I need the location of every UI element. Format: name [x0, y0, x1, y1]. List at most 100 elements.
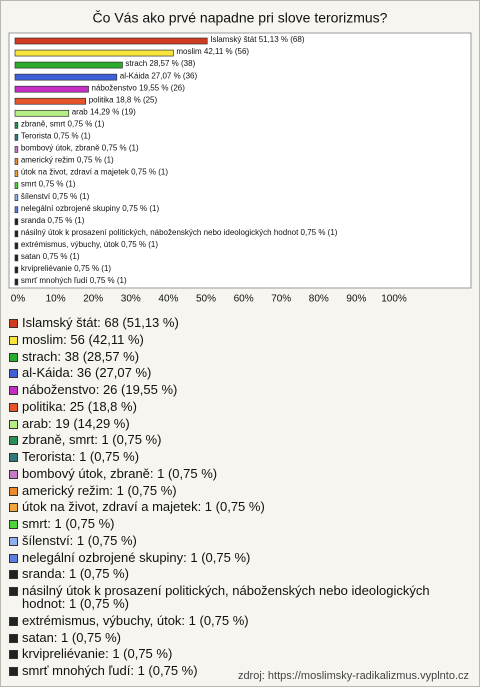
- x-tick-label: 60%: [234, 294, 254, 305]
- legend-swatch: [9, 520, 18, 529]
- bar-label: zbraně, smrt 0,75 % (1): [21, 119, 105, 128]
- bar-label: politika 18,8 % (25): [89, 95, 158, 104]
- legend-swatch: [9, 469, 18, 479]
- legend-label: satan: 1 (0,75 %): [22, 629, 121, 645]
- legend-swatch: [9, 633, 18, 643]
- x-tick-label: 30%: [121, 294, 141, 305]
- bar: [14, 121, 19, 129]
- legend-item: útok na život, zdraví a majetek: 1 (0,75…: [9, 500, 469, 517]
- bar-label: satan 0,75 % (1): [21, 252, 80, 261]
- legend-label: moslim: 56 (42,11 %): [22, 331, 144, 347]
- legend-item: náboženstvo: 26 (19,55 %): [9, 383, 469, 400]
- bar: [14, 182, 19, 189]
- bar-label: Terorista 0,75 % (1): [21, 132, 91, 141]
- bar: [14, 230, 19, 238]
- bar: [14, 218, 19, 226]
- legend-label: Islamský štát: 68 (51,13 %): [22, 315, 179, 330]
- legend-item: zbraně, smrt: 1 (0,75 %): [9, 433, 469, 450]
- legend-item: moslim: 56 (42,11 %): [9, 333, 469, 350]
- legend-swatch: [9, 419, 18, 429]
- bar-label: nelegální ozbrojené skupiny 0,75 % (1): [21, 204, 160, 213]
- bar: [14, 254, 19, 262]
- legend-item: smrť mnohých ľudí: 1 (0,75 %): [9, 664, 469, 681]
- x-tick-label: 90%: [346, 294, 366, 305]
- bar: [14, 85, 89, 93]
- legend-swatch: [9, 319, 18, 328]
- bar-label: strach 28,57 % (38): [125, 59, 195, 68]
- legend-label: politika: 25 (18,8 %): [22, 398, 137, 414]
- legend-label: Terorista: 1 (0,75 %): [22, 449, 140, 464]
- legend-swatch: [9, 453, 18, 462]
- source: zdroj: https://moslimsky-radikalizmus.vy…: [237, 670, 469, 682]
- legend-item: arab: 19 (14,29 %): [9, 417, 469, 434]
- legend-swatch: [9, 436, 18, 446]
- bar: [14, 146, 19, 153]
- bar-label: smrt 0,75 % (1): [21, 180, 76, 189]
- legend-item: Islamský štát: 68 (51,13 %): [9, 316, 469, 333]
- legend-item: krvipreliévanie: 1 (0,75 %): [9, 647, 469, 664]
- legend-item: Terorista: 1 (0,75 %): [9, 450, 469, 467]
- chart-title: Čo Vás ako prvé napadne pri slove terori…: [93, 10, 388, 26]
- x-tick-label: 40%: [158, 294, 178, 305]
- bar: [14, 278, 19, 286]
- bar-label: náboženstvo 19,55 % (26): [92, 83, 186, 92]
- legend-swatch: [9, 335, 18, 345]
- legend-item: americký režim: 1 (0,75 %): [9, 484, 469, 501]
- bar-label: Islamský štát 51,13 % (68): [210, 35, 305, 44]
- bar: [14, 73, 118, 81]
- bar-label: al-Káida 27,07 % (36): [120, 71, 198, 80]
- x-tick-label: 50%: [196, 294, 216, 305]
- legend-label: náboženstvo: 26 (19,55 %): [22, 382, 178, 397]
- legend-item: al-Káida: 36 (27,07 %): [9, 366, 469, 383]
- bar: [14, 97, 87, 105]
- bar: [14, 170, 19, 177]
- bar-label: útok na život, zdraví a majetek 0,75 % (…: [21, 168, 169, 177]
- legend-label: strach: 38 (28,57 %): [22, 348, 140, 364]
- legend-swatch: [9, 536, 18, 546]
- legend-swatch: [9, 386, 18, 395]
- x-tick-label: 100%: [381, 294, 407, 305]
- legend-label: smrt: 1 (0,75 %): [22, 516, 115, 531]
- legend-label: násilný útok k prosazení politických, ná…: [22, 583, 430, 611]
- legend-item: sranda: 1 (0,75 %): [9, 567, 469, 584]
- bar: [14, 266, 19, 274]
- legend-swatch: [9, 402, 18, 412]
- bar-label: moslim 42,11 % (56): [176, 47, 249, 56]
- legend-item: nelegální ozbrojené skupiny: 1 (0,75 %): [9, 551, 469, 568]
- legend-swatch: [9, 503, 18, 513]
- bar: [14, 109, 70, 117]
- bar-label: arab 14,29 % (19): [72, 107, 136, 116]
- legend-label: al-Káida: 36 (27,07 %): [22, 365, 152, 381]
- legend-swatch: [9, 352, 18, 362]
- legend-swatch: [9, 553, 18, 563]
- legend-item: bombový útok, zbraně: 1 (0,75 %): [9, 467, 469, 484]
- bar: [14, 37, 208, 45]
- bar-label: smrť mnohých ľudí 0,75 % (1): [21, 276, 127, 285]
- legend-swatch: [9, 369, 18, 379]
- bar-label: bombový útok, zbraně 0,75 % (1): [21, 144, 139, 153]
- legend-swatch: [9, 667, 18, 676]
- legend-label: sranda: 1 (0,75 %): [22, 566, 129, 582]
- bar: [14, 242, 19, 250]
- legend-item: strach: 38 (28,57 %): [9, 350, 469, 367]
- bar: [14, 61, 123, 69]
- legend-item: politika: 25 (18,8 %): [9, 400, 469, 417]
- bar-label: násilný útok k prosazení politických, ná…: [21, 228, 338, 237]
- bar: [14, 206, 19, 214]
- legend-label: smrť mnohých ľudí: 1 (0,75 %): [22, 663, 198, 678]
- legend-label: arab: 19 (14,29 %): [22, 415, 130, 431]
- x-tick-label: 20%: [83, 294, 103, 305]
- bar-label: americký režim 0,75 % (1): [21, 156, 114, 165]
- bar-label: krvipreliévanie 0,75 % (1): [21, 264, 112, 273]
- x-tick-label: 10%: [46, 294, 66, 305]
- legend-label: americký režim: 1 (0,75 %): [22, 482, 177, 498]
- bar-label: sranda 0,75 % (1): [21, 216, 85, 225]
- legend-label: nelegální ozbrojené skupiny: 1 (0,75 %): [22, 549, 251, 565]
- legend-item: šílenství: 1 (0,75 %): [9, 534, 469, 551]
- legend-swatch: [9, 486, 18, 496]
- legend-item: smrt: 1 (0,75 %): [9, 517, 469, 534]
- bar: [14, 49, 174, 57]
- chart: Čo Vás ako prvé napadne pri slove terori…: [8, 10, 472, 305]
- x-tick-label: 0%: [11, 294, 26, 305]
